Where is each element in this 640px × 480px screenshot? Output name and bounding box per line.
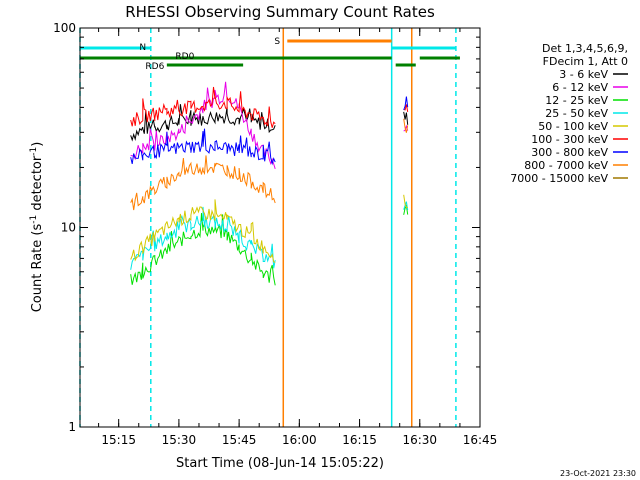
legend-entry-label: 12 - 25 keV xyxy=(545,94,608,107)
x-tick-label: 15:15 xyxy=(101,433,136,447)
flag-label: RD6 xyxy=(145,62,164,72)
x-tick-label: 16:30 xyxy=(402,433,437,447)
flag-label: N xyxy=(139,43,146,53)
series-line xyxy=(403,104,409,112)
axes: 15:15 15:30 15:45 16:00 16:15 16:30 16:45 1 10 10… xyxy=(53,21,497,447)
y-axis-label: Count Rate (s-1 detector-1) xyxy=(29,142,45,313)
y-axis-label-exponent: -1 xyxy=(29,147,39,156)
series-line xyxy=(130,128,276,166)
y-axis-label-exponent: -1 xyxy=(29,215,39,224)
series-line xyxy=(403,118,409,133)
series-line xyxy=(130,104,276,142)
legend-header: FDecim 1, Att 0 xyxy=(543,55,628,68)
legend-entry-label: 6 - 12 keV xyxy=(552,81,608,94)
chart-title: RHESSI Observing Summary Count Rates xyxy=(125,3,435,21)
x-tick-label: 16:45 xyxy=(463,433,498,447)
plot-area: N S RD0 RD6 xyxy=(79,28,460,427)
flag-label: RD0 xyxy=(175,52,194,62)
legend: Det 1,3,4,5,6,9,FDecim 1, Att 03 - 6 keV… xyxy=(510,42,628,185)
plot-frame xyxy=(79,27,481,428)
legend-header: Det 1,3,4,5,6,9, xyxy=(542,42,628,55)
legend-entry-label: 7000 - 15000 keV xyxy=(510,172,608,185)
legend-entry-label: 3 - 6 keV xyxy=(559,68,608,81)
series-line xyxy=(403,96,409,111)
legend-entry-label: 100 - 300 keV xyxy=(531,133,608,146)
series-line xyxy=(403,194,408,209)
legend-entry-label: 800 - 7000 keV xyxy=(524,159,608,172)
date-stamp: 23-Oct-2021 23:30 xyxy=(560,469,636,478)
series-line xyxy=(403,201,409,211)
legend-entry-label: 25 - 50 keV xyxy=(545,107,608,120)
x-tick-label: 15:45 xyxy=(222,433,257,447)
series-line xyxy=(130,213,276,286)
y-tick-label: 10 xyxy=(61,221,76,235)
x-tick-label: 15:30 xyxy=(162,433,197,447)
series-line xyxy=(130,155,276,211)
series-line xyxy=(403,111,409,125)
y-tick-label: 100 xyxy=(53,21,76,35)
y-tick-label: 1 xyxy=(68,420,76,434)
flag-label: S xyxy=(274,37,280,47)
series-line xyxy=(130,199,276,263)
series-line xyxy=(130,86,276,128)
series-line xyxy=(130,81,276,170)
x-axis-label: Start Time (08-Jun-14 15:05:22) xyxy=(176,456,384,471)
legend-entry-label: 50 - 100 keV xyxy=(538,120,608,133)
x-tick-label: 16:15 xyxy=(342,433,377,447)
x-tick-label: 16:00 xyxy=(282,433,317,447)
legend-entry-label: 300 - 800 keV xyxy=(531,146,608,159)
